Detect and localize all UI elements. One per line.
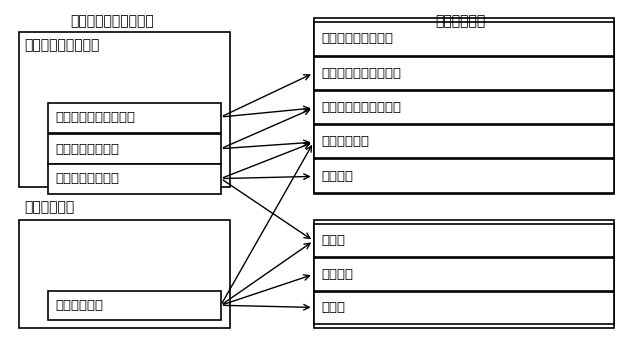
Bar <box>48 291 221 320</box>
Bar <box>314 22 614 56</box>
Bar <box>314 292 614 324</box>
Text: 商学部: 商学部 <box>321 301 346 314</box>
Text: 地域保健学域: 地域保健学域 <box>24 200 75 214</box>
Bar <box>314 57 614 90</box>
Bar <box>314 18 614 194</box>
Bar <box>314 258 614 291</box>
Bar <box>314 159 614 193</box>
Bar <box>314 125 614 158</box>
Text: 知識情報システム学類: 知識情報システム学類 <box>56 111 136 125</box>
Bar <box>19 220 230 328</box>
Text: 法学部: 法学部 <box>321 234 346 247</box>
Bar <box>48 134 221 164</box>
Bar <box>48 103 221 133</box>
Bar <box>314 91 614 124</box>
Text: 経済学部: 経済学部 <box>321 268 353 281</box>
Text: 教育福祉学類: 教育福祉学類 <box>56 299 104 312</box>
Text: 環境社会システム学類: 環境社会システム学類 <box>321 101 401 114</box>
Text: 新大学の組織: 新大学の組織 <box>436 14 486 28</box>
Text: 環境システム学類: 環境システム学類 <box>56 143 120 156</box>
Bar <box>314 220 614 328</box>
Bar <box>19 32 230 187</box>
Text: 現代システム科学域: 現代システム科学域 <box>24 38 100 52</box>
Text: マネジメント学類: マネジメント学類 <box>56 172 120 185</box>
Text: 心理学類: 心理学類 <box>321 170 353 183</box>
Text: 現代システム科学域: 現代システム科学域 <box>321 32 393 45</box>
Text: 大阪府立大学の現組織: 大阪府立大学の現組織 <box>70 14 154 28</box>
Bar <box>48 164 221 194</box>
Text: 教育福祉学類: 教育福祉学類 <box>321 135 369 148</box>
Bar <box>314 224 614 257</box>
Text: 知識情報システム学類: 知識情報システム学類 <box>321 67 401 80</box>
